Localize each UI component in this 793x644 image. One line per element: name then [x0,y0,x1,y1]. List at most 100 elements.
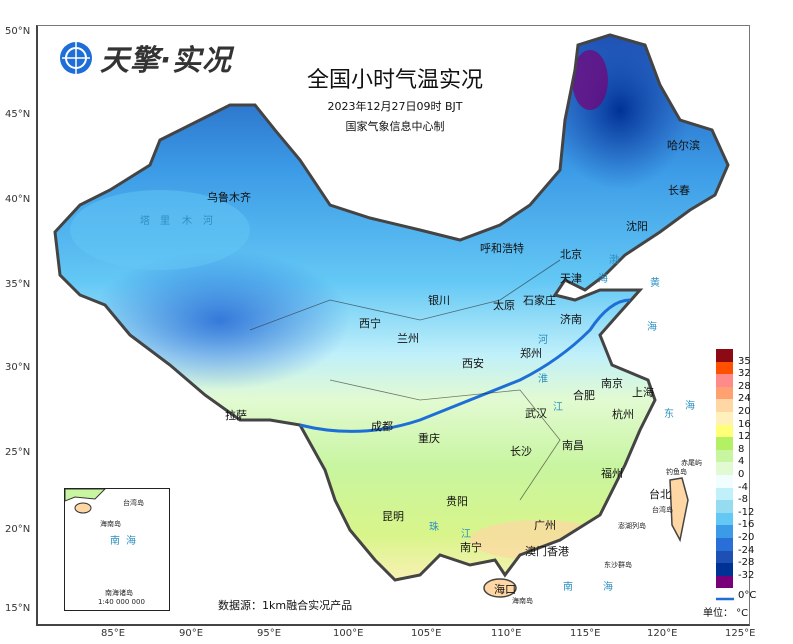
lat-tick: 20°N [5,524,31,535]
legend-color-box [716,500,733,513]
lat-tick: 50°N [5,26,31,37]
sea-label: 黄 [650,278,660,289]
city-label: 拉萨 [225,409,247,422]
globe-logo-icon [60,42,92,74]
city-label: 北京 [560,248,582,261]
legend-color-box [716,386,733,400]
legend-color-box [716,525,733,538]
river-label: 淮 [538,374,548,385]
map-title-block: 全国小时气温实况 2023年12月27日09时 BJT 国家气象信息中心制 [280,62,510,134]
legend-color-box [716,474,733,488]
city-label: 南昌 [562,439,584,452]
sea-label: 海 [598,274,608,285]
legend-label: 16 [738,418,751,430]
logo-text: 天擎·实况 [100,43,233,77]
river-label: 河 [538,335,548,346]
lon-tick: 115°E [570,628,601,639]
city-label: 呼和浩特 [480,242,524,255]
lat-tick: 30°N [5,362,31,373]
lon-tick: 95°E [257,628,282,639]
city-label: 福州 [601,467,623,480]
legend-label: -28 [738,557,755,569]
legend-color-box [716,487,733,501]
island-label: 澎湖列岛 [618,522,646,530]
city-label: 哈尔滨 [667,139,700,152]
city-label: 郑州 [520,347,542,360]
legend-color-box [716,563,733,576]
legend-color-box [716,399,733,412]
city-label: 天津 [560,272,582,285]
logo: 天擎·实况 [58,37,232,79]
legend-color-box [716,462,733,475]
legend-label: -20 [738,532,755,543]
legend-color-box [716,361,733,375]
river-label: 木 [182,216,192,227]
city-label: 合肥 [573,389,595,402]
lat-tick: 25°N [5,447,31,458]
lon-tick: 85°E [101,628,126,639]
legend-label: -4 [738,481,748,493]
map-title: 全国小时气温实况 [306,68,483,93]
city-label: 兰州 [397,332,419,345]
city-label: 澳门 [525,545,547,558]
city-label: 南京 [601,377,623,390]
legend-color-box [716,537,733,551]
city-label: 长沙 [510,445,532,458]
river-label: 江 [461,529,471,540]
city-label: 济南 [560,313,582,326]
city-label: 成都 [371,420,393,433]
legend-color-box [716,437,733,450]
lat-tick: 45°N [5,109,31,120]
legend-label: -8 [738,494,748,506]
legend-label: -32 [738,569,755,581]
city-label: 石家庄 [523,294,556,307]
legend-color-box [716,550,733,564]
city-label: 太原 [493,299,515,312]
sea-label: 渤 [609,255,619,266]
legend-color-box [716,411,733,425]
legend-label: 24 [738,393,751,405]
island-label: 海南岛 [512,597,533,605]
legend-label: 8 [738,443,745,455]
city-label: 贵阳 [446,495,468,508]
zero-degree-line-icon [716,597,734,601]
lat-tick: 15°N [5,603,31,614]
legend-color-box [716,424,733,438]
river-label: 江 [553,402,563,413]
sea-label: 南 [563,582,573,593]
legend-label: 28 [738,380,751,392]
river-label: 珠 [429,522,439,533]
city-label: 重庆 [418,432,440,445]
legend-label: 32 [738,368,751,380]
city-label: 上海 [632,386,654,399]
city-label: 南宁 [460,541,482,554]
island-label: 赤尾屿 [681,459,702,467]
legend-label: 12 [738,431,751,443]
city-label: 长春 [668,184,690,197]
legend-label: -16 [738,519,755,531]
city-label: 西安 [462,357,484,370]
south-china-sea-inset: 台湾岛 海南岛 南 海 南海诸岛 1:40 000 000 [64,488,170,611]
data-source: 数据源：1km融合实况产品 [218,599,353,612]
inset-sea-label: 南 [110,536,120,547]
river-label: 塔 [140,216,150,227]
inset-scale: 1:40 000 000 [98,598,145,606]
sea-label: 东 [664,409,674,420]
legend-color-box [716,374,733,387]
map-frame [36,25,750,626]
map-datetime: 2023年12月27日09时 BJT [327,100,463,113]
color-legend [716,349,733,589]
city-label: 沈阳 [626,220,648,233]
unit-label: 单位： °C [703,608,749,619]
lon-tick: 110°E [491,628,522,639]
legend-color-box [716,575,733,589]
legend-label: 20 [738,406,751,417]
inset-label: 南海诸岛 [105,589,133,597]
legend-label: -12 [738,506,755,518]
legend-color-box [716,349,733,362]
lat-tick: 40°N [5,194,31,205]
island-label: 钓鱼岛 [666,468,687,476]
inset-map [65,489,106,514]
lon-tick: 120°E [647,628,678,639]
inset-sea-label: 海 [126,536,136,547]
